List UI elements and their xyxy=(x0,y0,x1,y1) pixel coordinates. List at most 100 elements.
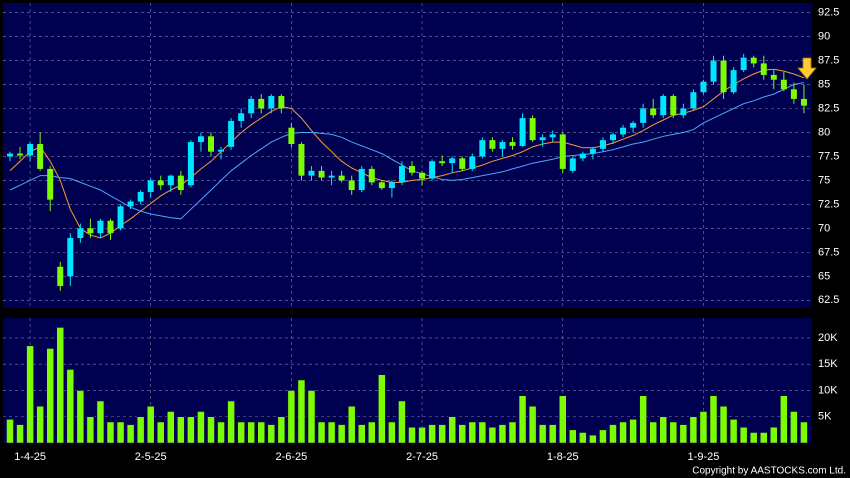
candle-body xyxy=(559,134,566,169)
candle-body xyxy=(620,127,627,135)
y-tick-label: 67.5 xyxy=(818,246,839,258)
volume-bar xyxy=(287,390,296,444)
candle-body xyxy=(107,220,114,234)
y-tick-label: 92.5 xyxy=(818,6,839,18)
candle-body xyxy=(509,142,516,146)
candle-body xyxy=(650,108,657,116)
candle-body xyxy=(680,108,687,116)
volume-bar xyxy=(629,419,637,444)
volume-bar xyxy=(146,405,155,444)
candle-body xyxy=(549,134,556,138)
candle-body xyxy=(187,142,194,186)
volume-bar xyxy=(739,426,748,444)
y-tick-label: 85 xyxy=(818,78,830,90)
candle-body xyxy=(730,70,737,93)
arrow-marker xyxy=(797,57,817,80)
candle-body xyxy=(218,149,225,152)
volume-bar xyxy=(800,421,808,444)
candle-body xyxy=(419,172,426,179)
volume-bar xyxy=(46,348,54,444)
volume-bar xyxy=(478,421,487,444)
volume-bar xyxy=(16,424,24,444)
y-tick-label: 65 xyxy=(818,270,830,282)
x-tick-label: 1-9-25 xyxy=(688,451,720,463)
candle-body xyxy=(479,140,486,157)
candle-body xyxy=(17,153,24,156)
candle-body xyxy=(298,143,305,176)
volume-bar xyxy=(548,424,557,444)
volume-bar xyxy=(217,421,225,444)
volume-bar xyxy=(56,327,64,444)
volume-bar xyxy=(36,405,44,444)
volume-bar xyxy=(679,424,688,444)
moving-average-line xyxy=(9,68,805,239)
candle-body xyxy=(800,98,807,106)
volume-bar xyxy=(428,424,436,444)
volume-bar xyxy=(76,390,85,444)
volume-bar xyxy=(26,345,34,444)
volume-bar xyxy=(609,424,617,444)
volume-bar xyxy=(749,432,758,444)
candle-body xyxy=(248,98,255,114)
volume-bar xyxy=(277,416,286,444)
candle-body xyxy=(358,168,365,191)
volume-bar xyxy=(498,424,507,444)
volume-bar xyxy=(579,432,587,444)
volume-bar xyxy=(689,416,698,444)
y-tick-label: 90 xyxy=(818,30,830,42)
candle-body xyxy=(197,136,204,143)
candle-body xyxy=(459,158,466,169)
volume-bar xyxy=(177,416,185,444)
volume-bar xyxy=(307,390,316,444)
candle-body xyxy=(7,153,13,157)
volume-bar xyxy=(227,400,235,444)
candle-body xyxy=(539,137,546,141)
volume-bar xyxy=(408,426,416,444)
candle-body xyxy=(409,166,415,173)
volume-bar xyxy=(780,395,788,444)
candle-body xyxy=(157,180,164,186)
candle-body xyxy=(318,170,325,178)
candle-body xyxy=(37,143,44,169)
price-panel xyxy=(3,3,812,308)
y-tick-label: 5K xyxy=(818,411,832,423)
candle-body xyxy=(690,92,697,109)
volume-bar xyxy=(136,416,145,444)
candle-body xyxy=(610,134,616,141)
volume-bar xyxy=(368,421,376,444)
candle-body xyxy=(368,168,375,183)
volume-bar xyxy=(317,421,326,444)
candle-body xyxy=(439,161,446,164)
candle-body xyxy=(147,180,154,192)
x-tick-label: 1-4-25 xyxy=(14,451,46,463)
volume-bar xyxy=(659,416,667,444)
candle-body xyxy=(429,161,436,179)
candle-body xyxy=(127,201,134,207)
volume-bar xyxy=(358,424,366,444)
y-tick-label: 20K xyxy=(818,332,838,344)
candle-body xyxy=(238,113,245,121)
candle-body xyxy=(87,228,94,234)
volume-bar xyxy=(106,421,115,444)
candle-body xyxy=(469,156,476,169)
candle-body xyxy=(710,60,717,82)
candle-body xyxy=(529,118,536,141)
candle-body xyxy=(589,148,596,154)
candle-body xyxy=(278,96,285,109)
volume-bar xyxy=(699,411,708,444)
volume-bar xyxy=(619,421,627,444)
candle-body xyxy=(268,96,275,109)
candle-body xyxy=(579,153,586,159)
volume-bar xyxy=(760,432,768,444)
volume-bar xyxy=(639,395,647,444)
volume-bar xyxy=(327,421,336,444)
volume-bar xyxy=(448,416,456,444)
volume-bar xyxy=(508,421,517,444)
candle-body xyxy=(720,60,727,93)
candle-body xyxy=(338,175,345,181)
volume-bar xyxy=(649,421,657,444)
volume-bar xyxy=(458,424,466,444)
candle-body xyxy=(378,182,385,189)
candle-body xyxy=(177,175,184,191)
volume-bar xyxy=(187,416,195,444)
